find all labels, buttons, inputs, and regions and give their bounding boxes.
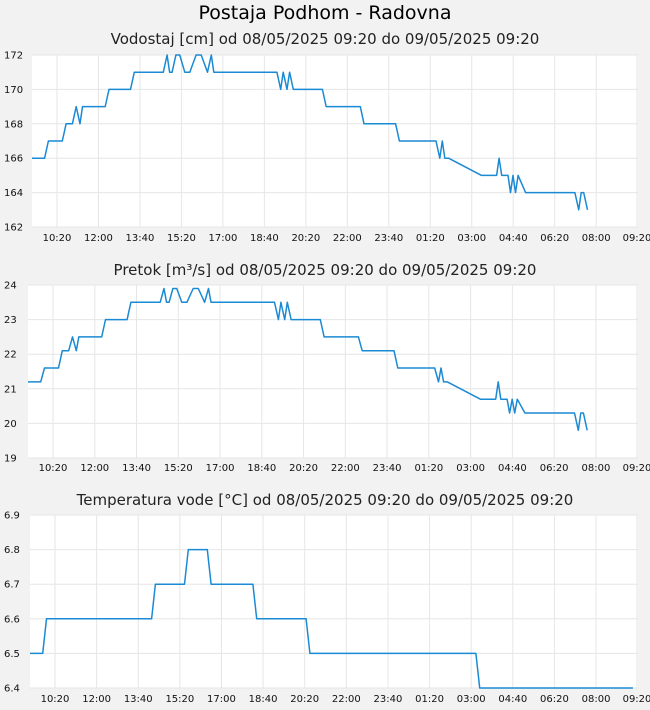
plot-area bbox=[32, 55, 638, 227]
plot-area bbox=[28, 285, 638, 458]
x-tick-label: 22:00 bbox=[332, 694, 361, 705]
x-tick-label: 15:20 bbox=[167, 233, 196, 244]
data-series-line bbox=[28, 287, 588, 432]
y-tick-label: 6.9 bbox=[4, 511, 20, 522]
x-tick-label: 01:20 bbox=[415, 694, 444, 705]
x-tick-label: 13:40 bbox=[124, 694, 153, 705]
y-tick-label: 164 bbox=[4, 188, 23, 199]
x-tick-label: 10:20 bbox=[43, 233, 72, 244]
x-tick-label: 06:20 bbox=[540, 694, 569, 705]
x-tick-label: 12:00 bbox=[82, 694, 111, 705]
x-tick-label: 09:20 bbox=[623, 233, 650, 244]
x-tick-label: 06:20 bbox=[540, 233, 569, 244]
x-tick-label: 22:00 bbox=[333, 233, 362, 244]
x-tick-label: 17:00 bbox=[208, 233, 237, 244]
x-tick-label: 23:40 bbox=[373, 463, 402, 474]
x-tick-label: 17:00 bbox=[206, 463, 235, 474]
x-tick-label: 01:20 bbox=[414, 463, 443, 474]
data-series-line bbox=[32, 54, 589, 211]
page-title: Postaja Podhom - Radovna bbox=[198, 2, 452, 24]
x-tick-label: 15:20 bbox=[164, 463, 193, 474]
y-tick-label: 19 bbox=[4, 454, 17, 465]
water-level-chart: Vodostaj [cm] od 08/05/2025 09:20 do 09/… bbox=[0, 0, 650, 245]
x-tick-label: 04:40 bbox=[498, 694, 527, 705]
x-tick-label: 18:40 bbox=[249, 694, 278, 705]
x-tick-label: 17:00 bbox=[207, 694, 236, 705]
x-tick-label: 22:00 bbox=[331, 463, 360, 474]
x-tick-label: 12:00 bbox=[80, 463, 109, 474]
x-tick-label: 06:20 bbox=[540, 463, 569, 474]
plot-area bbox=[30, 515, 638, 688]
x-tick-label: 01:20 bbox=[416, 233, 445, 244]
y-tick-label: 170 bbox=[4, 85, 23, 96]
x-tick-label: 08:00 bbox=[581, 463, 610, 474]
y-tick-label: 162 bbox=[4, 223, 23, 234]
y-tick-label: 172 bbox=[4, 51, 23, 62]
x-tick-label: 23:40 bbox=[374, 233, 403, 244]
chart-title: Temperatura vode [°C] od 08/05/2025 09:2… bbox=[76, 491, 574, 509]
water-level-plot: 162 164 166 168 170 172 10:20 12:00 13:40 15:20 17… bbox=[4, 51, 650, 245]
chart-title: Vodostaj [cm] od 08/05/2025 09:20 do 09/… bbox=[110, 30, 540, 48]
x-tick-label: 03:00 bbox=[457, 694, 486, 705]
x-tick-label: 08:00 bbox=[582, 233, 611, 244]
x-tick-label: 04:40 bbox=[498, 463, 527, 474]
y-tick-label: 6.5 bbox=[4, 649, 20, 660]
x-tick-label: 10:20 bbox=[41, 694, 70, 705]
x-tick-label: 13:40 bbox=[126, 233, 155, 244]
x-tick-label: 20:20 bbox=[290, 694, 319, 705]
x-tick-label: 03:00 bbox=[456, 463, 485, 474]
y-tick-label: 6.6 bbox=[4, 614, 20, 625]
x-tick-label: 13:40 bbox=[122, 463, 151, 474]
y-tick-label: 6.8 bbox=[4, 545, 20, 556]
x-tick-label: 18:40 bbox=[250, 233, 279, 244]
y-tick-label: 20 bbox=[4, 419, 17, 430]
y-tick-label: 22 bbox=[4, 350, 17, 361]
x-tick-label: 10:20 bbox=[39, 463, 68, 474]
y-tick-label: 166 bbox=[4, 154, 23, 165]
x-tick-label: 04:40 bbox=[499, 233, 528, 244]
chart-title: Pretok [m³/s] od 08/05/2025 09:20 do 09/… bbox=[113, 261, 537, 279]
y-tick-label: 24 bbox=[4, 281, 17, 292]
x-tick-label: 20:20 bbox=[289, 463, 318, 474]
x-tick-label: 09:20 bbox=[623, 463, 650, 474]
x-tick-label: 09:20 bbox=[623, 694, 650, 705]
y-tick-label: 21 bbox=[4, 384, 17, 395]
discharge-plot: 19 20 21 22 23 24 10:20 12:00 13:40 15:20 17:00 18:… bbox=[4, 281, 650, 475]
x-tick-label: 03:00 bbox=[457, 233, 486, 244]
discharge-chart: Pretok [m³/s] od 08/05/2025 09:20 do 09/… bbox=[4, 261, 650, 475]
x-tick-label: 20:20 bbox=[291, 233, 320, 244]
y-tick-label: 168 bbox=[4, 119, 23, 130]
y-tick-label: 6.4 bbox=[4, 684, 20, 695]
y-tick-label: 23 bbox=[4, 315, 17, 326]
y-tick-label: 6.7 bbox=[4, 580, 20, 591]
x-tick-label: 18:40 bbox=[247, 463, 276, 474]
x-tick-label: 15:20 bbox=[165, 694, 194, 705]
data-series-line bbox=[30, 548, 633, 689]
x-tick-label: 08:00 bbox=[582, 694, 611, 705]
x-tick-label: 23:40 bbox=[374, 694, 403, 705]
x-tick-label: 12:00 bbox=[84, 233, 113, 244]
